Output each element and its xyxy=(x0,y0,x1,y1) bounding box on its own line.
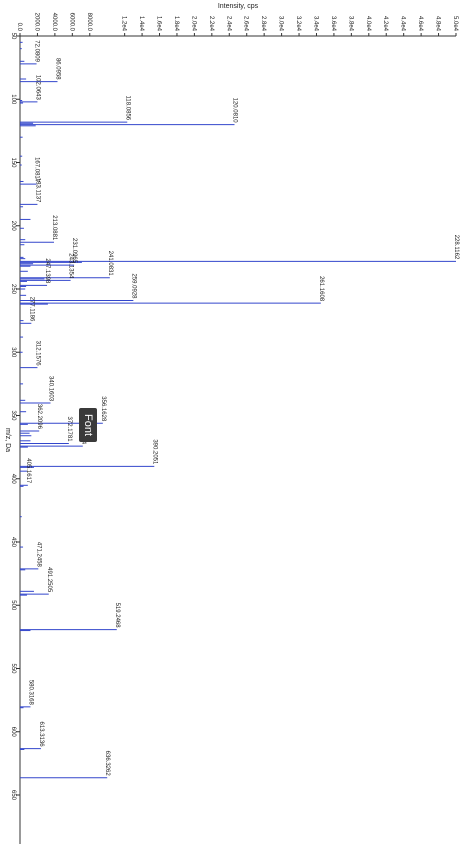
intensity-tick-label: 2.2e4 xyxy=(208,16,214,32)
intensity-axis-label: Intensity, cps xyxy=(218,3,259,10)
intensity-tick-label: 4.4e4 xyxy=(400,16,406,32)
axes: Intensity, cps m/z, Da xyxy=(4,3,456,844)
peak-label: 228.1162 xyxy=(453,235,459,260)
peak-label: 243.1354 xyxy=(68,253,74,279)
intensity-tick-label: 2.0e4 xyxy=(190,16,196,32)
peak-label: 362.2096 xyxy=(36,404,42,430)
mz-tick-label: 400 xyxy=(10,474,16,485)
intensity-tick-label: 4.0e4 xyxy=(365,16,371,32)
intensity-tick-label: 1.6e4 xyxy=(156,16,162,32)
mz-tick-label: 550 xyxy=(10,663,16,674)
mz-tick-label: 500 xyxy=(10,600,16,611)
mz-tick-label: 150 xyxy=(10,157,16,168)
peak-label: 491.2505 xyxy=(46,567,52,593)
mz-tick-label: 50 xyxy=(10,33,16,40)
peak-label: 405.1617 xyxy=(25,458,31,484)
intensity-tick-label: 4.6e4 xyxy=(417,16,423,32)
peak-label: 86.0958 xyxy=(54,58,60,80)
mz-tick-label: 600 xyxy=(10,727,16,738)
peak-label: 519.2468 xyxy=(114,603,120,629)
mz-tick-label: 450 xyxy=(10,537,16,548)
peak-label: 183.1137 xyxy=(34,178,40,203)
peak-label: 102.0643 xyxy=(34,75,40,101)
mz-tick-label: 200 xyxy=(10,221,16,232)
peak-label: 261.1608 xyxy=(318,276,324,302)
mz-tick-label: 250 xyxy=(10,284,16,295)
intensity-tick-label: 4000.0 xyxy=(51,13,57,32)
intensity-tick-label: 2.6e4 xyxy=(243,16,249,32)
tick-labels: 0.0 2000.0 4000.0 6000.0 8000.0 1.2e4 1.4e4 1.6… xyxy=(10,13,458,801)
peak-label: 213.0881 xyxy=(51,215,57,241)
intensity-tick-label: 1.2e4 xyxy=(121,16,127,32)
intensity-tick-label: 1.8e4 xyxy=(173,16,179,32)
peak-label: 340.1603 xyxy=(48,376,54,402)
mz-tick-label: 650 xyxy=(10,790,16,801)
peak-label: 277.1186 xyxy=(28,297,34,322)
peak-label: 241.0831 xyxy=(107,251,113,277)
intensity-tick-label: 8000.0 xyxy=(86,13,92,32)
peak-label: 167.0817 xyxy=(34,157,40,183)
intensity-tick-label: 6000.0 xyxy=(68,13,74,32)
font-tooltip-label: Font xyxy=(82,413,94,437)
peak-label: 259.0928 xyxy=(130,273,136,299)
peak-label: 312.1576 xyxy=(34,341,40,367)
peak-label: 471.2458 xyxy=(35,542,41,568)
peak-label: 231.0965 xyxy=(71,238,77,264)
mz-tick-label: 300 xyxy=(10,347,16,358)
mz-axis-label: m/z, Da xyxy=(4,428,11,452)
intensity-tick-label: 2.4e4 xyxy=(225,16,231,32)
intensity-tick-label: 2.8e4 xyxy=(260,16,266,32)
peak-label: 636.3262 xyxy=(104,751,110,777)
font-tooltip[interactable]: Font xyxy=(79,408,97,442)
peak-label: 390.2051 xyxy=(151,439,157,465)
peak-label: 613.3136 xyxy=(38,722,44,748)
peak-label: 356.1628 xyxy=(100,396,106,422)
intensity-tick-label: 3.6e4 xyxy=(330,16,336,32)
peak-labels: 72.0809 86.0958 102.0643 118.0856 120.0810 16… xyxy=(25,40,459,776)
intensity-tick-label: 4.8e4 xyxy=(435,16,441,32)
intensity-tick-label: 2000.0 xyxy=(33,13,39,32)
intensity-tick-label: 3.8e4 xyxy=(347,16,353,32)
peak-label: 118.0856 xyxy=(124,96,130,121)
intensity-tick-label: 4.2e4 xyxy=(382,16,388,32)
peak-label: 372.1781 xyxy=(66,417,72,443)
peak-bars xyxy=(20,41,456,779)
intensity-tick-label: 5.0e4 xyxy=(452,16,458,32)
peak-label: 120.0810 xyxy=(232,98,238,124)
intensity-tick-label: 3.2e4 xyxy=(295,16,301,32)
intensity-tick-label: 3.0e4 xyxy=(278,16,284,32)
peak-label: 72.0809 xyxy=(34,40,40,62)
peak-label: 247.1398 xyxy=(44,258,50,284)
mz-tick-label: 350 xyxy=(10,410,16,421)
intensity-tick-label: 0.0 xyxy=(16,23,22,32)
intensity-tick-label: 3.4e4 xyxy=(312,16,318,32)
peak-label: 580.3168 xyxy=(27,680,33,706)
intensity-tick-label: 1.4e4 xyxy=(138,16,144,32)
mz-tick-label: 100 xyxy=(10,94,16,105)
